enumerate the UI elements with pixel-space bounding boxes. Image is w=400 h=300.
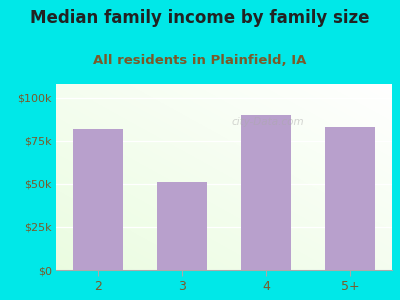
Text: All residents in Plainfield, IA: All residents in Plainfield, IA (93, 54, 307, 67)
Bar (241, 115, 291, 270)
Text: Median family income by family size: Median family income by family size (30, 9, 370, 27)
Bar (157, 182, 207, 270)
Bar (325, 127, 375, 270)
Bar (73, 129, 123, 270)
Text: city-Data.com: city-Data.com (231, 117, 304, 127)
